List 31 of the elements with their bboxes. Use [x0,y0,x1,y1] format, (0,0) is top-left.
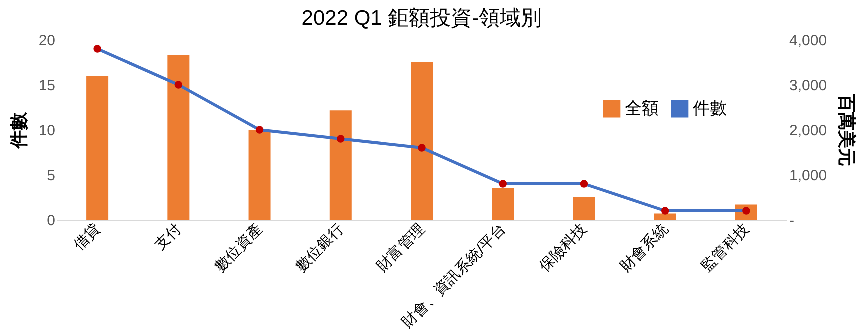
x-tick-label: 數位資產 [212,220,266,276]
y-tick-label: 15 [38,78,56,94]
y2-tick-label: 2,000 [790,122,828,140]
x-tick-label: 財會系統 [617,220,672,276]
bar [411,62,433,220]
y2-axis-title: 百萬美元 [837,94,858,166]
y2-tick-label: - [790,212,794,230]
chart-title: 2022 Q1 鉅額投資-領域別 [302,7,542,30]
legend-label: 件數 [693,99,727,118]
x-tick-label: 監管科技 [698,220,753,276]
x-tick-label: 數位銀行 [292,220,348,276]
y-tick-label: 20 [38,32,56,50]
y-tick-label: 0 [47,212,56,230]
x-tick-label: 支付 [152,220,186,254]
bar [168,55,190,220]
bar [86,76,109,220]
x-tick-label: 借貸 [70,220,104,254]
bar [248,130,271,220]
y2-tick-label: 4,000 [790,32,828,50]
bar [654,214,676,220]
y-tick-label: 5 [47,168,56,184]
y2-tick-label: 3,000 [790,78,828,94]
x-tick-label: 保險科技 [536,220,591,276]
y-axis-title: 件數 [8,112,29,150]
legend-label: 全額 [625,99,659,118]
bar [330,110,352,220]
bar [573,197,596,220]
bar [492,188,514,220]
y2-tick-label: 1,000 [790,168,828,184]
x-tick-label: 財富管理 [374,220,428,276]
y-tick-label: 10 [38,122,56,140]
